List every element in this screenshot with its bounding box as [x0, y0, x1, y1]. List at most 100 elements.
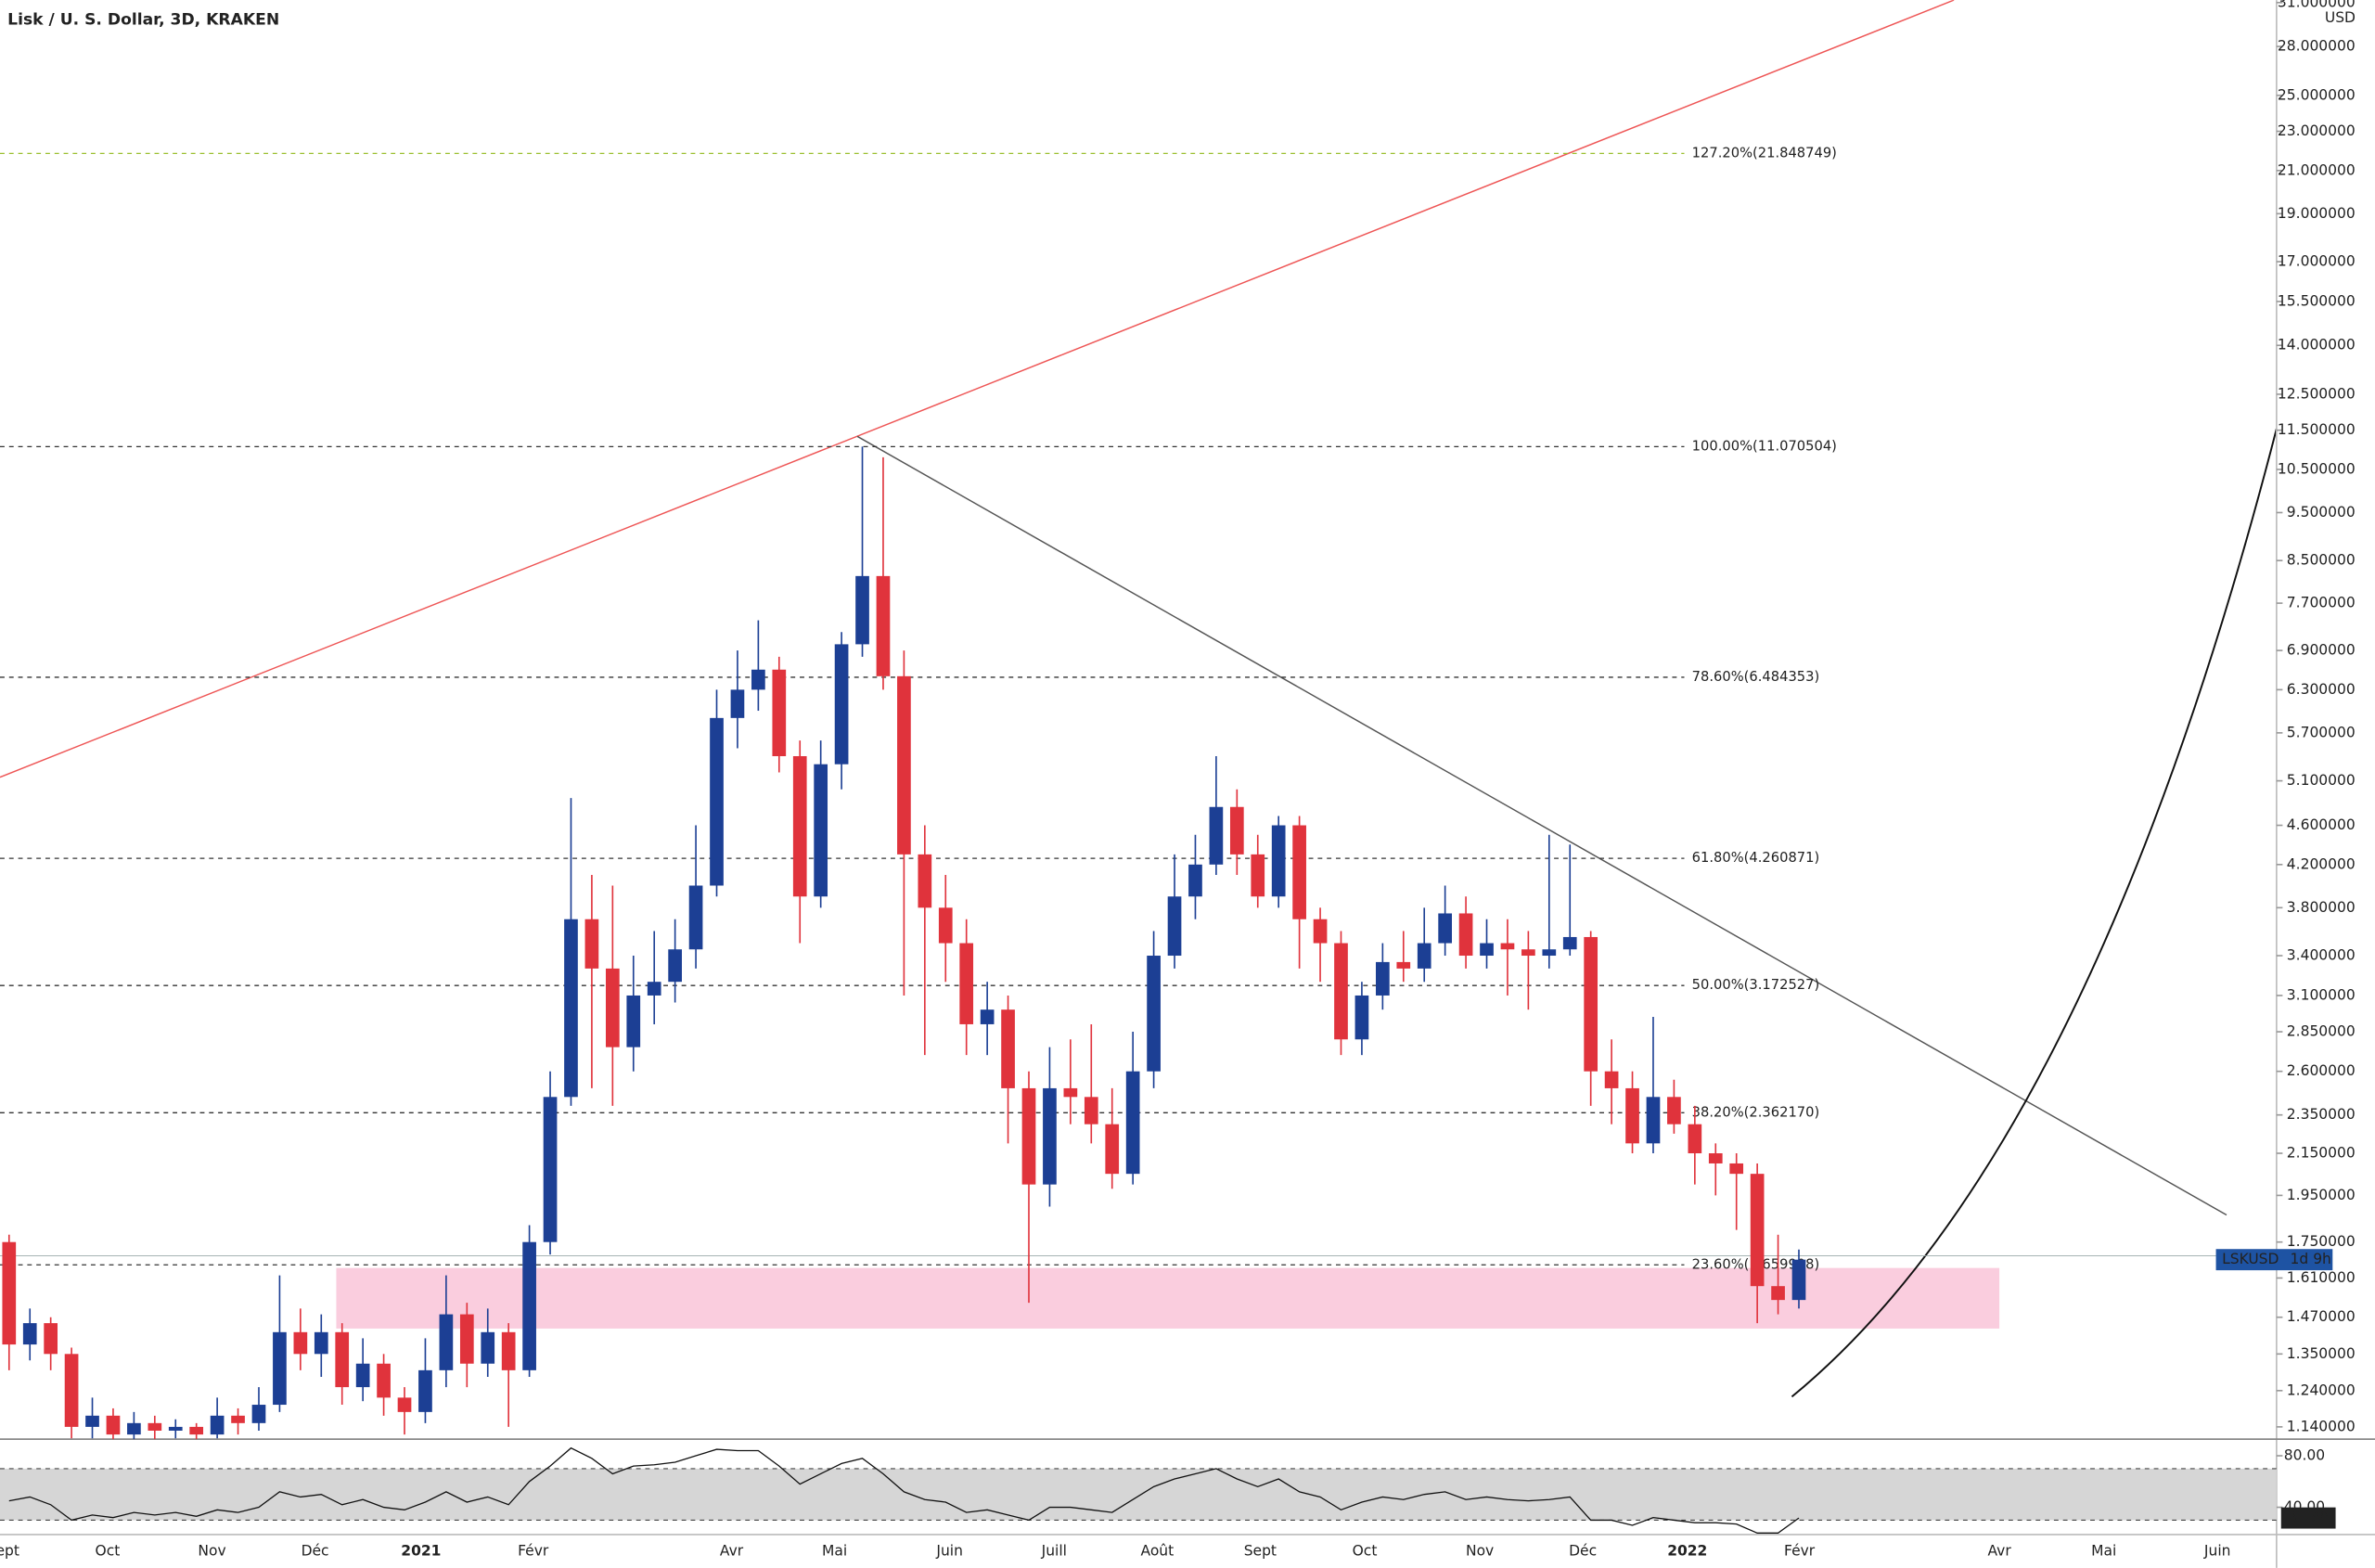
price-tag-countdown: 1d 9h	[2291, 1251, 2331, 1267]
y-tick-label: 14.000000	[2278, 337, 2356, 353]
candle-body	[1729, 1163, 1744, 1175]
candle-body	[231, 1415, 245, 1423]
x-tick-label: 2021	[401, 1542, 441, 1559]
candle-body	[1209, 806, 1224, 865]
y-tick-label: 5.100000	[2287, 772, 2356, 789]
candle-body	[1584, 936, 1598, 1072]
rsi-line	[8, 1446, 1800, 1534]
y-tick-label: 10.500000	[2278, 460, 2356, 477]
candle-body	[897, 675, 911, 855]
candle-body	[501, 1331, 516, 1370]
y-tick-label: 3.400000	[2287, 947, 2356, 964]
candle-body	[1708, 1153, 1723, 1163]
candle-body	[1292, 825, 1306, 919]
candle-body	[1438, 913, 1452, 944]
chart-title: Lisk / U. S. Dollar, 3D, KRAKEN	[7, 10, 279, 29]
candle-body	[44, 1323, 58, 1355]
y-tick-label: 31.000000	[2278, 0, 2356, 10]
y-tick-label: 1.350000	[2287, 1345, 2356, 1362]
candle-body	[668, 949, 682, 983]
y-tick-label: 1.750000	[2287, 1233, 2356, 1250]
candle-body	[127, 1422, 141, 1435]
candle-body	[751, 669, 765, 690]
candle-body	[1417, 943, 1431, 969]
candle-body	[1001, 1009, 1015, 1088]
y-tick-label: 1.470000	[2287, 1308, 2356, 1325]
y-tick-label: 5.700000	[2287, 724, 2356, 740]
x-tick-label: Oct	[1353, 1542, 1378, 1559]
x-tick-label: Oct	[96, 1542, 121, 1559]
x-tick-label: Juin	[2203, 1542, 2231, 1559]
candle-body	[584, 919, 599, 969]
candle-body	[397, 1397, 412, 1412]
candle-body	[168, 1426, 183, 1431]
y-tick-label: 2.150000	[2287, 1145, 2356, 1162]
fib-label: 38.20%(2.362170)	[1692, 1104, 1820, 1120]
candle-body	[1271, 825, 1286, 897]
candle-body	[543, 1097, 558, 1242]
candle-body	[688, 885, 703, 950]
curve	[1791, 428, 2277, 1398]
x-tick-label: Sept	[0, 1542, 19, 1559]
candle-body	[814, 764, 828, 897]
price-tag-symbol: LSKUSD	[2222, 1251, 2279, 1267]
candle-body	[647, 982, 661, 996]
candle-body	[106, 1415, 121, 1435]
rsi-band	[0, 1468, 2277, 1521]
y-tick-label: 1.950000	[2287, 1187, 2356, 1203]
y-tick-label: 25.000000	[2278, 86, 2356, 103]
fib-label: 100.00%(11.070504)	[1692, 438, 1837, 454]
x-tick-label: Nov	[198, 1542, 225, 1559]
y-tick-label: 15.500000	[2278, 292, 2356, 309]
candle-body	[1105, 1124, 1120, 1175]
x-tick-label: Déc	[302, 1542, 329, 1559]
candle-body	[626, 995, 641, 1047]
candle-body	[792, 756, 807, 897]
candle-body	[210, 1415, 225, 1435]
candle-body	[1480, 943, 1494, 957]
candle-body	[605, 968, 620, 1047]
candle-body	[1251, 854, 1265, 897]
candle-body	[730, 689, 745, 718]
candle-body	[1458, 913, 1473, 957]
y-tick-label: 8.500000	[2287, 552, 2356, 569]
x-tick-label: Févr	[518, 1542, 549, 1559]
candle-body	[1125, 1071, 1140, 1175]
y-tick-label: 28.000000	[2278, 38, 2356, 55]
y-tick-label: 2.350000	[2287, 1106, 2356, 1123]
candle-body	[1750, 1174, 1765, 1287]
candle-body	[293, 1331, 308, 1355]
candle-body	[251, 1405, 266, 1423]
x-tick-label: Juin	[935, 1542, 963, 1559]
x-tick-label: Mai	[822, 1542, 847, 1559]
x-tick-label: Mai	[2091, 1542, 2116, 1559]
y-tick-label: 3.800000	[2287, 899, 2356, 916]
fib-label: 61.80%(4.260871)	[1692, 850, 1820, 866]
x-tick-label: Avr	[720, 1542, 744, 1559]
y-tick-label: 1.140000	[2287, 1418, 2356, 1434]
candle-body	[377, 1363, 391, 1398]
y-tick-label: 1.610000	[2287, 1269, 2356, 1286]
candle-body	[1021, 1087, 1036, 1185]
candle-body	[1167, 896, 1182, 957]
candle-body	[938, 907, 953, 944]
x-tick-label: Août	[1140, 1542, 1174, 1559]
x-tick-label: Nov	[1466, 1542, 1494, 1559]
candle-body	[855, 575, 869, 645]
candle-body	[314, 1331, 328, 1355]
candle-body	[876, 575, 891, 676]
x-tick-label: Sept	[1244, 1542, 1277, 1559]
y-tick-label: 2.600000	[2287, 1062, 2356, 1079]
candle-body	[1354, 995, 1369, 1040]
candle-body	[1229, 806, 1244, 855]
candle-body	[335, 1331, 350, 1388]
candle-body	[85, 1415, 99, 1427]
candle-body	[459, 1314, 474, 1364]
candle-body	[1604, 1071, 1619, 1088]
x-tick-label: Févr	[1784, 1542, 1816, 1559]
candle-body	[1521, 949, 1535, 957]
candle-body	[959, 943, 974, 1024]
candle-body	[918, 854, 932, 908]
